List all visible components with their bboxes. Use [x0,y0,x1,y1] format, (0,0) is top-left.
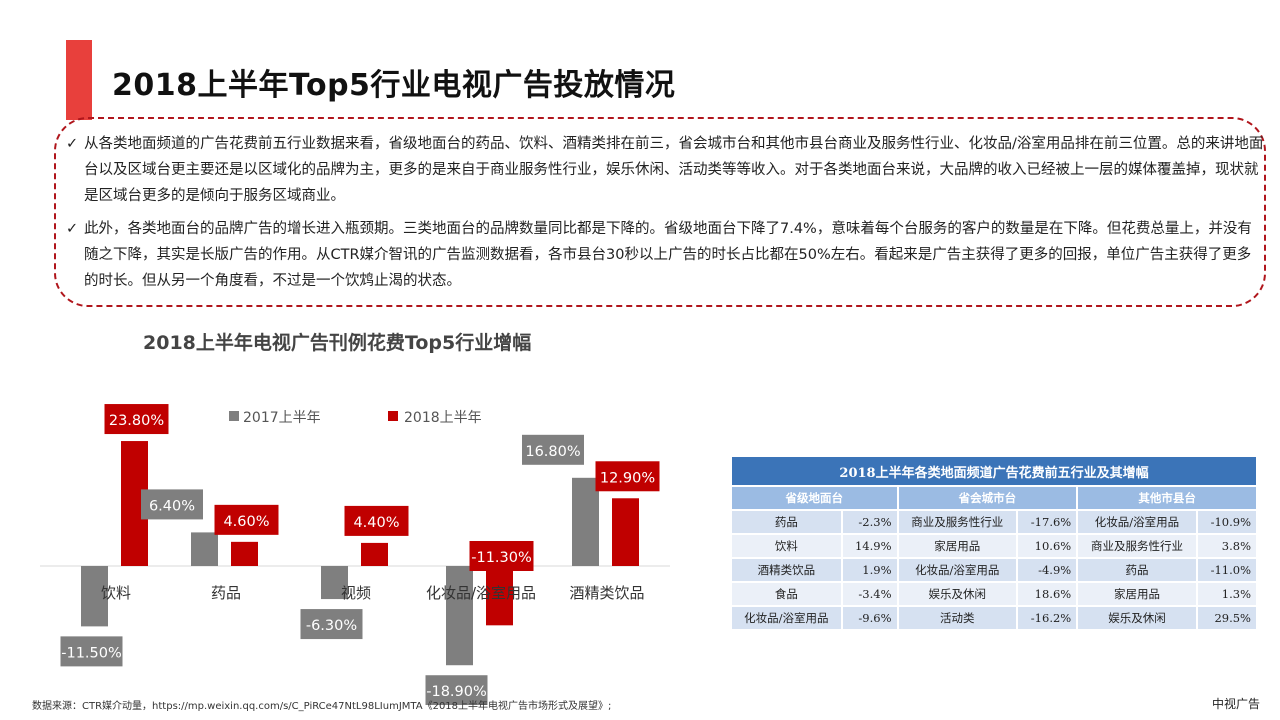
category-label: 酒精类饮品 [569,584,644,602]
table-row: 化妆品/浴室用品 -9.6% 活动类 -16.2% 娱乐及休闲 29.5% [730,605,1259,631]
data-label-box [425,675,488,705]
title-accent-bar [66,40,92,120]
industry-cell: 酒精类饮品 [730,557,843,583]
growth-cell: -2.3% [840,509,899,535]
data-label-box [141,489,203,520]
industry-cell: 化妆品/浴室用品 [896,557,1019,583]
data-label-box [300,609,363,640]
industry-cell: 家居用品 [896,533,1019,559]
data-label: -11.30% [471,550,532,566]
industry-cell: 商业及服务性行业 [1076,533,1198,559]
category-label: 药品 [211,584,241,602]
bar-2017-4 [572,477,599,566]
growth-cell: 1.9% [840,557,899,583]
industry-cell: 家居用品 [1076,581,1198,607]
data-label-box [214,504,279,535]
spend-table-wrap: 2018上半年各类地面频道广告花费前五行业及其增幅 省级地面台 省会城市台 其他… [730,455,1259,631]
page-title: 2018上半年Top5行业电视广告投放情况 [112,68,676,103]
category-label: 饮料 [101,584,131,602]
data-label: -18.90% [426,684,487,700]
table-header: 省级地面台 [730,485,899,511]
industry-cell: 商业及服务性行业 [896,509,1019,535]
data-label-box [60,636,123,667]
data-label: 4.60% [223,514,269,530]
bar-2018-3 [486,566,513,626]
table-row: 饮料 14.9% 家居用品 10.6% 商业及服务性行业 3.8% [730,533,1259,559]
growth-cell: 1.3% [1195,581,1259,607]
data-source: 数据来源：CTR媒介动量，https://mp.weixin.qq.com/s/… [32,701,612,712]
growth-cell: 18.6% [1015,581,1079,607]
growth-cell: 10.6% [1015,533,1079,559]
industry-cell: 药品 [1076,557,1198,583]
legend-swatch [388,411,398,421]
growth-cell: -17.6% [1015,509,1079,535]
table-row: 药品 -2.3% 商业及服务性行业 -17.6% 化妆品/浴室用品 -10.9% [730,509,1259,535]
data-label: 12.90% [600,470,655,486]
industry-cell: 食品 [730,581,843,607]
bar-2017-0 [81,566,108,627]
summary-bullet-text: 从各类地面频道的广告花费前五行业数据来看，省级地面台的药品、饮料、酒精类排在前三… [84,136,1264,204]
industry-cell: 娱乐及休闲 [896,581,1019,607]
summary-bullet-text: 此外，各类地面台的品牌广告的增长进入瓶颈期。三类地面台的品牌数量同比都是下降的。… [84,221,1252,289]
growth-cell: -4.9% [1015,557,1079,583]
growth-cell: -16.2% [1015,605,1079,631]
data-label: -6.30% [306,618,357,634]
data-label: 23.80% [109,413,164,429]
bar-2017-2 [321,566,348,600]
brand-label: 中视广告 [1212,697,1261,711]
data-label: 16.80% [525,444,580,460]
data-label-box [344,505,409,536]
table-row: 食品 -3.4% 娱乐及休闲 18.6% 家居用品 1.3% [730,581,1259,607]
category-label: 化妆品/浴室用品 [426,584,536,602]
table-row: 酒精类饮品 1.9% 化妆品/浴室用品 -4.9% 药品 -11.0% [730,557,1259,583]
growth-cell: -9.6% [840,605,899,631]
industry-cell: 娱乐及休闲 [1076,605,1198,631]
legend-swatch [229,411,239,421]
table-header: 其他市县台 [1076,485,1258,511]
growth-cell: 3.8% [1195,533,1259,559]
table-header: 省会城市台 [896,485,1079,511]
bar-2017-3 [446,566,473,666]
chart-title: 2018上半年电视广告刊例花费Top5行业增幅 [143,332,532,354]
checkmark-icon: ✓ [66,136,79,152]
growth-cell: -3.4% [840,581,899,607]
industry-cell: 药品 [730,509,843,535]
legend-label: 2017上半年 [243,410,321,426]
industry-cell: 化妆品/浴室用品 [730,605,843,631]
spend-table: 2018上半年各类地面频道广告花费前五行业及其增幅 省级地面台 省会城市台 其他… [730,455,1259,631]
data-label-box [469,541,534,571]
industry-cell: 化妆品/浴室用品 [1076,509,1198,535]
data-label-box [104,404,169,435]
data-label-box [595,461,660,492]
growth-cell: 14.9% [840,533,899,559]
growth-cell: -11.0% [1195,557,1259,583]
growth-bar-chart: 饮料 药品 视频 化妆品/浴室用品 酒精类饮品 -11.50% 6.40% -6.30% -18… [40,404,670,705]
industry-cell: 活动类 [896,605,1019,631]
table-caption: 2018上半年各类地面频道广告花费前五行业及其增幅 [730,455,1258,487]
bar-2017-1 [191,532,218,566]
growth-cell: 29.5% [1195,605,1259,631]
bar-2018-2 [361,542,388,566]
bar-2018-1 [231,541,258,566]
data-label: -11.50% [61,645,122,661]
checkmark-icon: ✓ [66,221,79,237]
category-label: 视频 [341,584,371,602]
summary-box [54,117,1266,307]
bar-2018-4 [612,498,639,566]
data-label: 6.40% [149,498,195,514]
growth-cell: -10.9% [1195,509,1259,535]
data-label: 4.40% [353,515,399,531]
legend-label: 2018上半年 [404,410,482,426]
data-label-box [522,434,584,465]
industry-cell: 饮料 [730,533,843,559]
